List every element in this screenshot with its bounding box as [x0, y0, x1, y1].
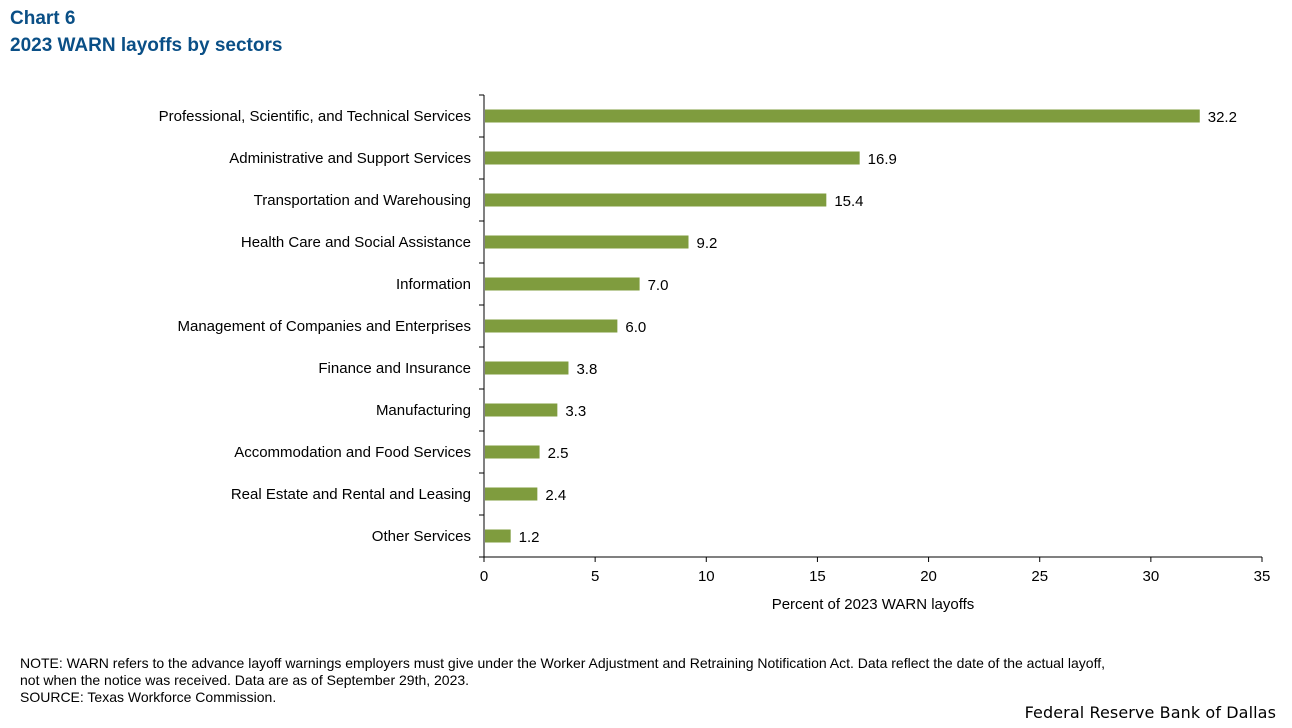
category-label: Other Services — [372, 528, 471, 545]
bar — [485, 109, 1200, 123]
data-label: 2.4 — [545, 487, 566, 504]
note-line-1: NOTE: WARN refers to the advance layoff … — [20, 655, 1106, 671]
data-label: 9.2 — [697, 235, 718, 252]
data-label: 16.9 — [868, 151, 897, 168]
bar — [485, 403, 558, 417]
bar — [485, 445, 540, 459]
data-label: 6.0 — [625, 319, 646, 336]
chart-title: 2023 WARN layoffs by sectors — [10, 35, 283, 56]
x-tick-label: 15 — [809, 568, 826, 585]
chart-notes: NOTE: WARN refers to the advance layoff … — [20, 655, 1270, 706]
x-tick-label: 5 — [591, 568, 599, 585]
category-label: Transportation and Warehousing — [254, 192, 471, 209]
data-label: 3.3 — [565, 403, 586, 420]
bar — [485, 319, 618, 333]
x-tick-label: 25 — [1031, 568, 1048, 585]
x-tick-label: 0 — [480, 568, 488, 585]
bar — [485, 277, 640, 291]
bar — [485, 235, 689, 249]
data-label: 32.2 — [1208, 109, 1237, 126]
brand-footer: Federal Reserve Bank of Dallas — [1024, 703, 1276, 722]
x-tick-label: 35 — [1254, 568, 1271, 585]
category-label: Real Estate and Rental and Leasing — [231, 486, 471, 503]
category-label: Professional, Scientific, and Technical … — [159, 108, 471, 125]
bar — [485, 487, 538, 501]
data-label: 1.2 — [519, 529, 540, 546]
bar — [485, 361, 569, 375]
bar-chart: Professional, Scientific, and Technical … — [159, 94, 1271, 613]
source-line: SOURCE: Texas Workforce Commission. — [20, 689, 277, 705]
x-tick-label: 10 — [698, 568, 715, 585]
x-tick-label: 20 — [920, 568, 937, 585]
data-label: 7.0 — [648, 277, 669, 294]
x-tick-label: 30 — [1143, 568, 1160, 585]
category-label: Accommodation and Food Services — [234, 444, 471, 461]
note-line-2: not when the notice was received. Data a… — [20, 672, 470, 688]
category-label: Information — [396, 276, 471, 293]
category-label: Finance and Insurance — [318, 360, 471, 377]
data-label: 2.5 — [548, 445, 569, 462]
data-label: 3.8 — [576, 361, 597, 378]
category-label: Administrative and Support Services — [229, 150, 471, 167]
bar — [485, 529, 511, 543]
chart-number: Chart 6 — [10, 8, 76, 29]
data-label: 15.4 — [834, 193, 863, 210]
bar — [485, 193, 827, 207]
category-label: Health Care and Social Assistance — [241, 234, 471, 251]
category-label: Management of Companies and Enterprises — [178, 318, 472, 335]
bar — [485, 151, 860, 165]
x-axis-title: Percent of 2023 WARN layoffs — [772, 596, 975, 613]
category-label: Manufacturing — [376, 402, 471, 419]
